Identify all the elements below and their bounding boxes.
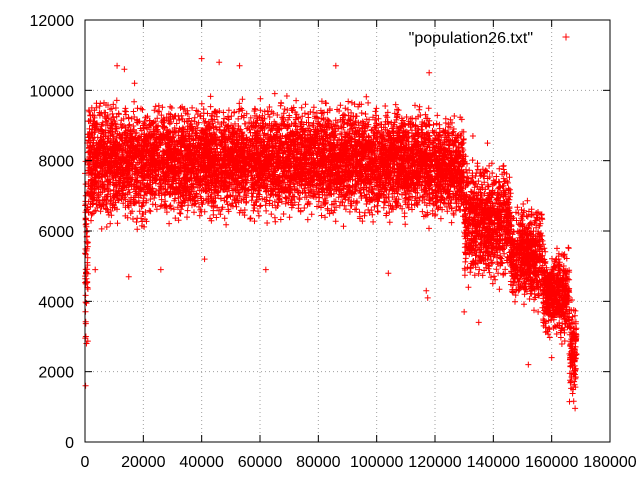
legend-label: "population26.txt"	[409, 30, 533, 47]
y-tick-label: 10000	[30, 83, 75, 100]
outlier-point	[262, 266, 269, 273]
x-tick-label: 0	[81, 454, 90, 471]
outlier-point	[114, 62, 121, 69]
outlier-point	[424, 294, 431, 301]
x-tick-label: 160000	[525, 454, 578, 471]
y-tick-label: 12000	[30, 13, 75, 30]
legend: "population26.txt"	[409, 30, 570, 47]
outlier-point	[548, 354, 555, 361]
x-tick-label: 80000	[296, 454, 341, 471]
x-tick-label: 120000	[408, 454, 461, 471]
y-tick-label: 2000	[38, 365, 74, 382]
outlier-point	[216, 59, 223, 66]
legend-marker	[562, 33, 570, 41]
x-tick-label: 100000	[350, 454, 403, 471]
outlier-point	[461, 308, 468, 315]
outlier-point	[525, 361, 532, 368]
x-tick-label: 180000	[583, 454, 636, 471]
outlier-point	[469, 133, 476, 140]
outlier-point	[201, 256, 208, 263]
x-tick-label: 140000	[467, 454, 520, 471]
y-tick-label: 6000	[38, 224, 74, 241]
outlier-point	[385, 270, 392, 277]
y-tick-label: 4000	[38, 294, 74, 311]
outlier-point	[82, 333, 89, 340]
x-tick-label: 40000	[179, 454, 224, 471]
outlier-point	[484, 140, 491, 147]
outlier-point	[83, 340, 90, 347]
outlier-point	[426, 69, 433, 76]
outlier-point	[121, 66, 128, 73]
y-tick-label: 8000	[38, 154, 74, 171]
y-tick-label: 0	[65, 435, 74, 452]
outlier-point	[131, 80, 138, 87]
outlier-point	[236, 62, 243, 69]
outlier-point	[157, 266, 164, 273]
data-points	[82, 55, 580, 412]
outlier-point	[82, 382, 89, 389]
outlier-point	[423, 287, 430, 294]
outlier-point	[125, 273, 132, 280]
outlier-point	[198, 55, 205, 62]
scatter-points	[82, 90, 580, 412]
outlier-point	[92, 266, 99, 273]
axes: 0 20000 40000 60000 80000 100000 120000 140000 1…	[30, 13, 637, 471]
outlier-point	[475, 319, 482, 326]
outlier-point	[332, 62, 339, 69]
x-tick-label: 20000	[121, 454, 166, 471]
x-tick-label: 60000	[238, 454, 283, 471]
legend-marker-symbol	[562, 33, 570, 41]
